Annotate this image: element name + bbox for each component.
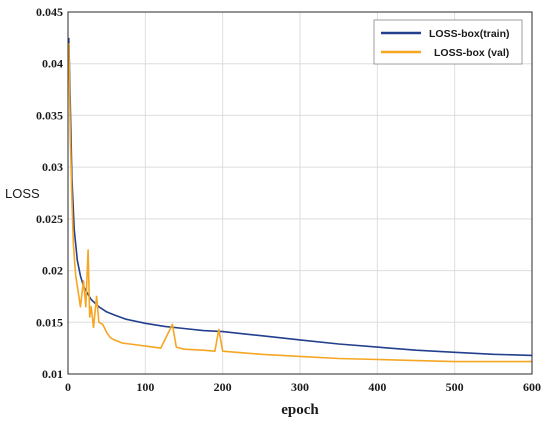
x-tick-label: 200 [214, 380, 232, 394]
y-tick-label: 0.035 [36, 108, 63, 122]
plot-frame [67, 11, 533, 375]
grid [68, 12, 532, 374]
x-tick-label: 500 [446, 380, 464, 394]
series-line-val [68, 42, 532, 363]
x-tick-label: 0 [65, 380, 71, 394]
x-tick-label: 300 [291, 380, 309, 394]
y-tick-label: 0.01 [42, 367, 63, 381]
x-tick-label: 400 [368, 380, 386, 394]
y-tick-label: 0.025 [36, 212, 63, 226]
series-line-train [68, 37, 533, 357]
x-axis-label: epoch [281, 402, 319, 418]
y-axis-label: LOSS [5, 186, 40, 201]
series-layer [68, 37, 533, 363]
legend-box [373, 19, 523, 65]
y-tick-label: 0.015 [36, 315, 63, 329]
y-tick-label: 0.04 [42, 57, 63, 71]
legend-label-val: LOSS-box (val) [434, 47, 509, 59]
tick-labels: 0 100 200 300 400 500 600 0.01 0.015 0.02 0.025 0.0… [36, 5, 541, 394]
x-tick-label: 600 [523, 380, 541, 394]
y-tick-label: 0.045 [36, 5, 63, 19]
legend: LOSS-box(train) LOSS-box (val) [373, 19, 523, 65]
x-tick-label: 100 [136, 380, 154, 394]
y-tick-label: 0.03 [42, 160, 63, 174]
legend-label-train: LOSS-box(train) [429, 28, 510, 40]
y-tick-label: 0.02 [42, 264, 63, 278]
